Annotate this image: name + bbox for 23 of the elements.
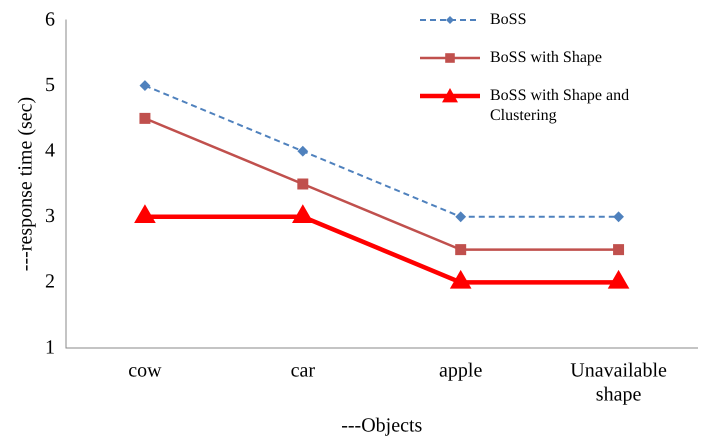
point (613, 244, 624, 256)
x-axis-title: ---Objects (341, 414, 422, 436)
x-tick-label: car (290, 359, 316, 382)
point (455, 244, 466, 256)
y-tick-label: 6 (45, 8, 55, 30)
y-tick-label: 1 (45, 336, 55, 358)
point (456, 212, 466, 222)
y-tick-label: 2 (45, 270, 55, 293)
x-tick-label: apple (439, 359, 482, 382)
legend-label: BoSS with Shape (490, 48, 602, 68)
y-axis-title: ---response time (sec) (14, 96, 36, 272)
legend-label: BoSS (490, 10, 526, 30)
y-tick-label: 4 (45, 139, 55, 162)
point (297, 178, 308, 190)
point (140, 80, 150, 91)
x-tick-label: Unavailable shape (570, 359, 667, 406)
y-tick-label: 5 (45, 74, 55, 96)
x-tick-label: cow (128, 359, 162, 382)
y-tick-label: 3 (45, 205, 55, 228)
point (139, 112, 150, 124)
point (614, 212, 624, 222)
legend-label: BoSS with Shape and Clustering (490, 86, 630, 126)
point (298, 146, 308, 156)
